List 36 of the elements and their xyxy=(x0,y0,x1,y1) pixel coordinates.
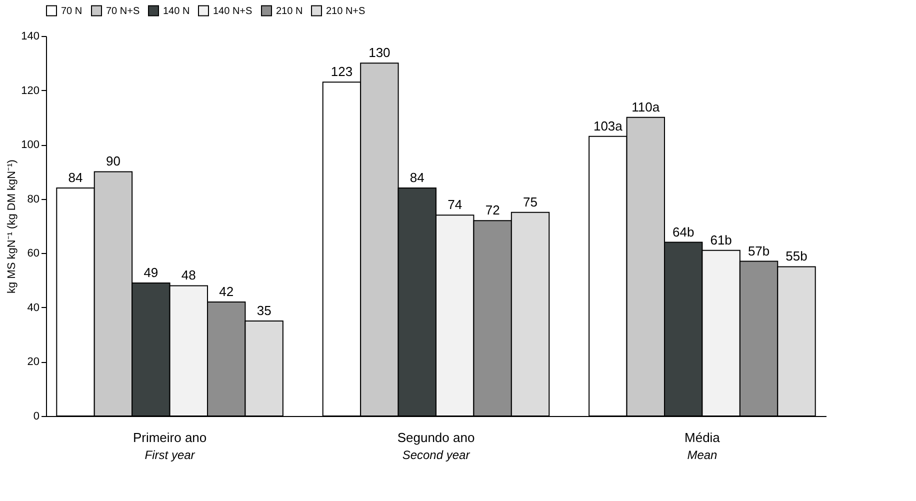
legend-label: 70 N+S xyxy=(106,6,140,17)
data-label: 35 xyxy=(256,303,272,318)
category-label: Segundo ano Second year xyxy=(397,430,475,462)
data-label: 72 xyxy=(485,202,500,218)
data-label: 42 xyxy=(219,284,234,299)
data-label: 84 xyxy=(68,170,83,185)
data-label: 84 xyxy=(410,170,424,185)
data-label: 130 xyxy=(368,45,390,60)
data-label: 55b xyxy=(786,248,808,264)
data-label: 49 xyxy=(144,265,158,280)
data-label: 64b xyxy=(672,224,694,240)
data-label: 103a xyxy=(593,118,624,134)
data-label: 75 xyxy=(523,194,538,210)
y-tick-label: 140 xyxy=(21,30,40,42)
legend-label: 70 N xyxy=(61,6,82,17)
y-tick-label: 40 xyxy=(27,302,40,314)
y-tick-label: 120 xyxy=(21,84,40,97)
data-label: 90 xyxy=(106,154,120,169)
legend-label: 140 N+S xyxy=(213,6,253,17)
y-tick-label: 80 xyxy=(27,193,40,206)
y-axis-title: kg MS kgN⁻¹ (kg DM kgN⁻¹) xyxy=(6,160,18,294)
y-tick-label: 100 xyxy=(21,139,40,152)
category-label: Média Mean xyxy=(684,430,720,462)
y-tick-label: 20 xyxy=(27,356,40,368)
legend-label: 210 N xyxy=(276,6,303,17)
legend-label: 210 N+S xyxy=(326,6,366,17)
data-label: 123 xyxy=(330,64,353,80)
data-label: 110a xyxy=(632,99,660,114)
data-label: 61b xyxy=(710,232,732,248)
data-label: 74 xyxy=(448,197,462,212)
y-tick-label: 60 xyxy=(27,248,40,260)
data-label: 48 xyxy=(181,268,196,283)
data-label: 57b xyxy=(748,243,770,258)
category-label: Primeiro ano First year xyxy=(132,430,207,462)
legend-label: 140 N xyxy=(163,6,190,17)
y-tick-label: 0 xyxy=(33,410,40,422)
